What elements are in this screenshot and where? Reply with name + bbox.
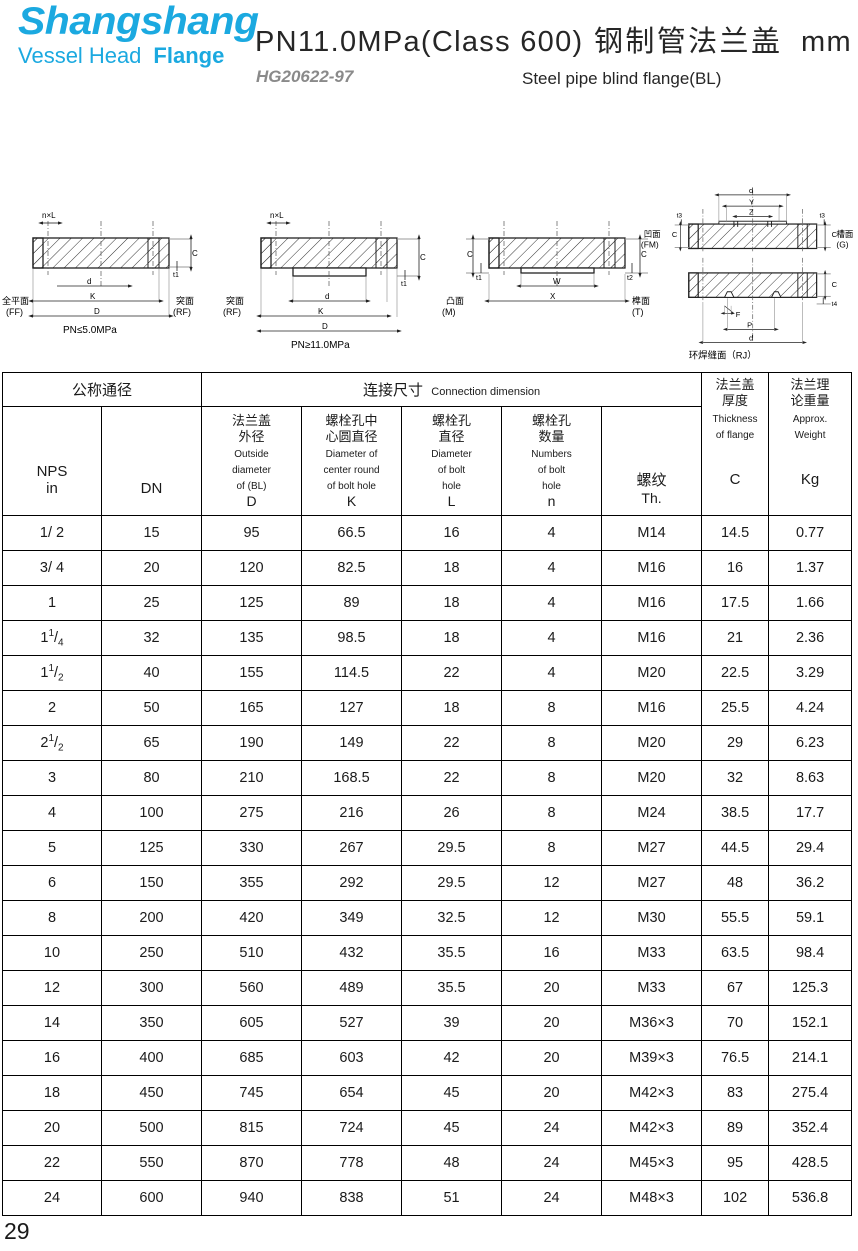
svg-text:K: K xyxy=(318,307,324,316)
svg-text:(FM): (FM) xyxy=(641,240,659,250)
svg-text:t1: t1 xyxy=(401,281,407,288)
svg-text:PN≥11.0MPa: PN≥11.0MPa xyxy=(291,340,350,351)
svg-text:C: C xyxy=(832,280,838,289)
svg-text:(T): (T) xyxy=(632,307,644,317)
svg-text:槽面: 槽面 xyxy=(836,229,853,239)
svg-text:d: d xyxy=(87,277,91,286)
svg-text:P: P xyxy=(747,320,752,329)
svg-text:(M): (M) xyxy=(442,307,456,317)
svg-text:榫面: 榫面 xyxy=(632,295,650,306)
svg-text:突面: 突面 xyxy=(226,295,244,306)
svg-text:C: C xyxy=(467,250,473,259)
svg-text:d: d xyxy=(749,186,753,195)
svg-text:PN≤5.0MPa: PN≤5.0MPa xyxy=(63,325,117,336)
svg-text:n×L: n×L xyxy=(270,211,284,220)
svg-text:d: d xyxy=(749,334,753,343)
svg-text:(RF): (RF) xyxy=(223,307,241,317)
svg-text:全平面: 全平面 xyxy=(2,295,29,306)
svg-text:X: X xyxy=(550,292,556,301)
svg-text:Y: Y xyxy=(749,197,754,206)
svg-text:D: D xyxy=(322,322,328,331)
svg-text:n×L: n×L xyxy=(42,211,56,220)
svg-text:d: d xyxy=(325,292,329,301)
svg-text:W: W xyxy=(553,277,561,286)
svg-text:t3: t3 xyxy=(677,212,683,219)
svg-text:(RF): (RF) xyxy=(173,307,191,317)
svg-text:t1: t1 xyxy=(173,272,179,279)
svg-text:Z: Z xyxy=(749,208,754,217)
svg-text:t3: t3 xyxy=(819,212,825,219)
svg-text:t2: t2 xyxy=(627,275,633,282)
svg-text:突面: 突面 xyxy=(176,295,194,306)
svg-text:C: C xyxy=(641,250,647,259)
svg-text:凹面: 凹面 xyxy=(644,229,661,239)
svg-text:(FF): (FF) xyxy=(6,307,23,317)
svg-text:t4: t4 xyxy=(832,301,838,308)
svg-text:(G): (G) xyxy=(836,240,848,250)
svg-text:C: C xyxy=(672,230,678,239)
svg-text:凸面: 凸面 xyxy=(446,296,464,306)
svg-text:C: C xyxy=(420,253,426,262)
svg-text:t1: t1 xyxy=(476,275,482,282)
svg-text:F: F xyxy=(736,310,741,319)
svg-text:K: K xyxy=(90,292,96,301)
svg-text:环焊缝面（RJ）: 环焊缝面（RJ） xyxy=(689,349,757,360)
svg-text:C: C xyxy=(192,249,198,258)
svg-text:D: D xyxy=(94,307,100,316)
